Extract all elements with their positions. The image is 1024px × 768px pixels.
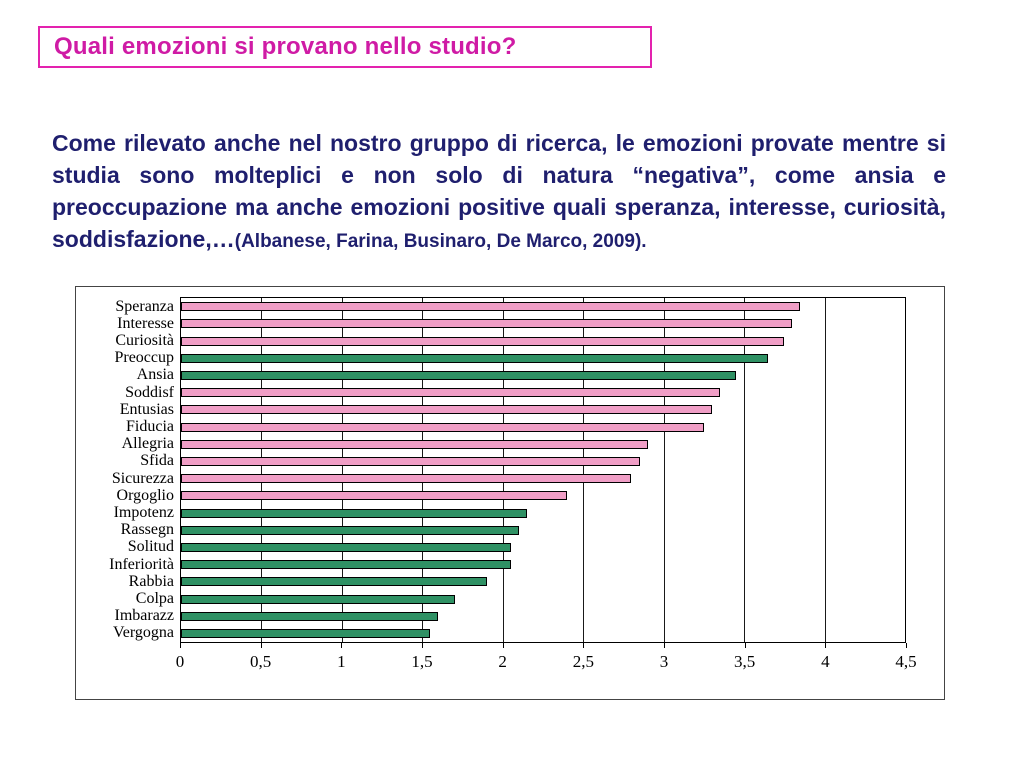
axis-tick-label: 0 [175, 652, 185, 671]
page-title: Quali emozioni si provano nello studio? [54, 33, 517, 60]
bar [181, 594, 455, 604]
axis-tick-label: 1,5 [411, 652, 433, 671]
category-label: Sicurezza [111, 469, 174, 487]
axis-tick [422, 643, 423, 648]
axis-tick [825, 643, 827, 648]
bar [181, 628, 431, 638]
gridline [422, 298, 424, 642]
axis-tick-label: 3 [659, 652, 669, 671]
bar [181, 405, 712, 415]
bar [181, 525, 519, 535]
axis-tick [260, 643, 262, 648]
gridline [824, 298, 826, 642]
body-paragraph-main: Come rilevato anche nel nostro gruppo di… [52, 130, 946, 252]
axis-tick [906, 643, 907, 648]
axis-tick-label: 0,5 [250, 652, 272, 671]
axis-tick [583, 643, 585, 648]
gridline [583, 298, 585, 642]
gridline [744, 298, 746, 642]
bar [181, 422, 704, 432]
gridline [261, 298, 263, 642]
category-label: Rabbia [128, 572, 174, 590]
category-label: Interesse [117, 314, 174, 332]
bar [181, 353, 769, 363]
bar [181, 611, 439, 621]
bar [181, 456, 640, 466]
x-axis: 0 0,5 1 1,5 2 2,5 3 3,5 4 4,5 [176, 643, 917, 687]
bar [181, 560, 511, 570]
category-label: Rassegn [120, 521, 174, 539]
category-label: Soddisf [125, 383, 174, 401]
emotions-bar-chart: Speranza Interesse Curiosità Preoccup Ansia S… [75, 286, 945, 700]
category-label: Orgoglio [116, 486, 174, 504]
bar [181, 577, 487, 587]
axis-tick-label: 4,5 [895, 652, 917, 671]
axis-tick-label: 2,5 [572, 652, 594, 671]
axis-tick [180, 643, 181, 648]
axis-tick-label: 1 [337, 652, 346, 671]
bar [181, 439, 648, 449]
category-label: Preoccup [114, 349, 174, 367]
bar [181, 388, 720, 398]
category-label: Sfida [140, 452, 174, 470]
category-label: Impotenz [113, 504, 174, 521]
category-labels: Speranza Interesse Curiosità Preoccup Ansia S… [76, 297, 174, 643]
bar [181, 491, 568, 501]
axis-tick [502, 643, 504, 648]
category-label: Curiosità [115, 332, 174, 349]
axis-tick-label: 2 [498, 652, 507, 671]
category-label: Inferiorità [109, 555, 174, 573]
gridline [663, 298, 665, 642]
title-box: Quali emozioni si provano nello studio? [38, 26, 652, 68]
bar [181, 370, 737, 380]
plot-area [180, 297, 906, 643]
category-label: Allegria [121, 435, 174, 453]
bar [181, 302, 801, 312]
gridline [341, 298, 343, 642]
category-label: Ansia [136, 366, 174, 384]
axis-tick [664, 643, 665, 648]
bar [181, 474, 632, 484]
gridline [502, 298, 504, 642]
category-label: Imbarazz [114, 607, 174, 625]
category-label: Fiducia [126, 418, 174, 435]
body-paragraph: Come rilevato anche nel nostro gruppo di… [52, 127, 946, 258]
bar [181, 542, 511, 552]
bar [181, 508, 527, 518]
body-paragraph-citation: (Albanese, Farina, Businaro, De Marco, 2… [234, 231, 647, 252]
bar [181, 336, 785, 346]
category-label: Solitud [127, 538, 174, 556]
bar [181, 319, 793, 329]
category-label: Entusias [119, 400, 174, 418]
axis-tick-label: 3,5 [734, 652, 756, 671]
axis-tick [744, 643, 746, 648]
category-label: Colpa [135, 590, 174, 607]
axis-tick-label: 4 [821, 652, 830, 671]
axis-tick [341, 643, 343, 648]
category-label: Vergogna [112, 624, 174, 642]
category-label: Speranza [115, 297, 174, 315]
